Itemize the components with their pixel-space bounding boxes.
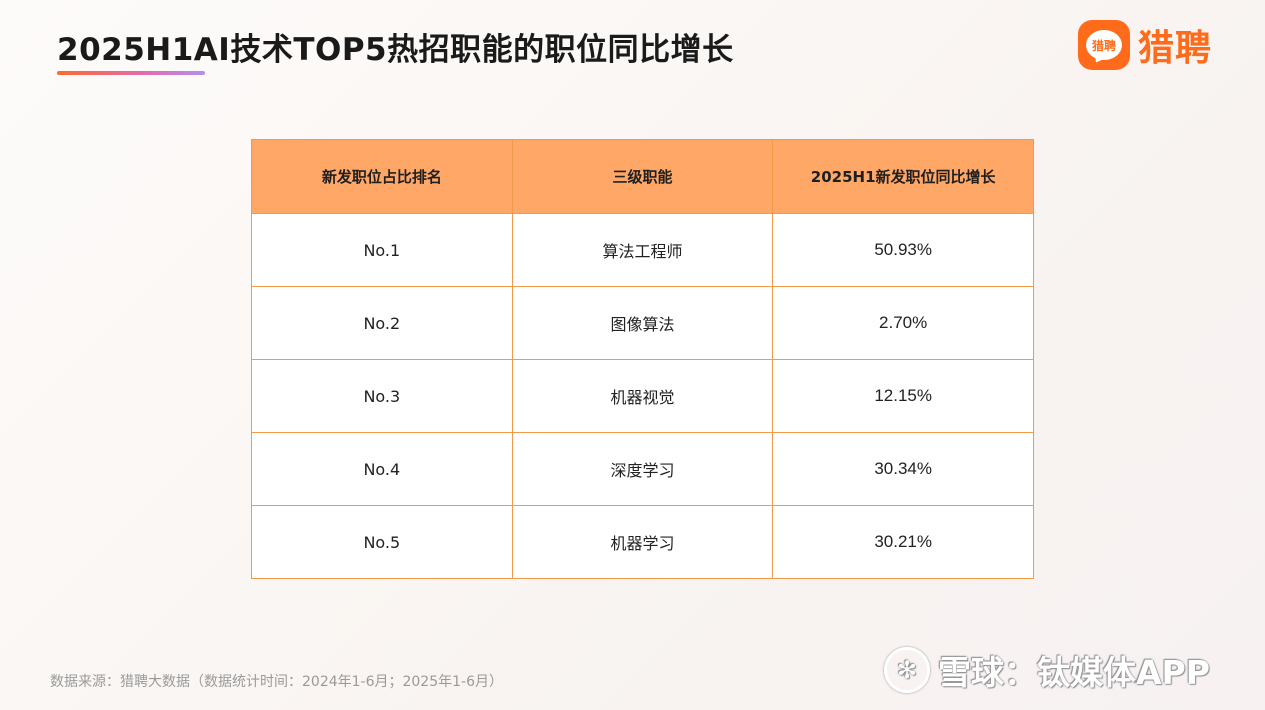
liepin-logo-icon: 猎聘	[1078, 20, 1130, 70]
header-growth: 2025H1新发职位同比增长	[772, 139, 1034, 214]
ranking-table: 新发职位占比排名 三级职能 2025H1新发职位同比增长 No.1 算法工程师 …	[251, 139, 1034, 579]
rank-cell: No.3	[251, 359, 513, 433]
table-row: No.4 深度学习 30.34%	[251, 432, 1034, 506]
logo-text: 猎聘	[1138, 28, 1213, 69]
function-cell: 深度学习	[511, 432, 774, 506]
function-cell: 机器视觉	[511, 359, 774, 433]
page-title: 2025H1AI技术TOP5热招职能的职位同比增长	[57, 32, 734, 68]
rank-cell: No.1	[251, 213, 513, 287]
rank-cell: No.2	[251, 286, 513, 360]
growth-cell: 30.34%	[772, 432, 1034, 506]
data-source-note: 数据来源：猎聘大数据（数据统计时间：2024年1-6月；2025年1-6月）	[50, 674, 503, 690]
brand-logo: 猎聘 猎聘	[1078, 19, 1212, 71]
function-cell: 算法工程师	[511, 213, 774, 287]
table-row: No.5 机器学习 30.21%	[251, 505, 1034, 579]
rank-cell: No.4	[251, 432, 513, 506]
table-row: No.1 算法工程师 50.93%	[251, 213, 1034, 287]
header-function: 三级职能	[511, 139, 774, 214]
growth-cell: 2.70%	[772, 286, 1034, 360]
logo-badge-text: 猎聘	[1086, 30, 1122, 60]
table-header-row: 新发职位占比排名 三级职能 2025H1新发职位同比增长	[251, 139, 1034, 214]
xueqiu-icon: ✻	[884, 647, 930, 693]
growth-cell: 50.93%	[772, 213, 1034, 287]
table-row: No.2 图像算法 2.70%	[251, 286, 1034, 360]
function-cell: 图像算法	[511, 286, 774, 360]
title-underline	[57, 71, 205, 75]
function-cell: 机器学习	[511, 505, 774, 579]
rank-cell: No.5	[251, 505, 513, 579]
growth-cell: 30.21%	[772, 505, 1034, 579]
watermark-text: 雪球：钛媒体APP	[938, 653, 1210, 692]
watermark: ✻ 雪球：钛媒体APP	[884, 646, 1210, 694]
header-rank: 新发职位占比排名	[251, 139, 513, 214]
growth-cell: 12.15%	[772, 359, 1034, 433]
table-row: No.3 机器视觉 12.15%	[251, 359, 1034, 433]
